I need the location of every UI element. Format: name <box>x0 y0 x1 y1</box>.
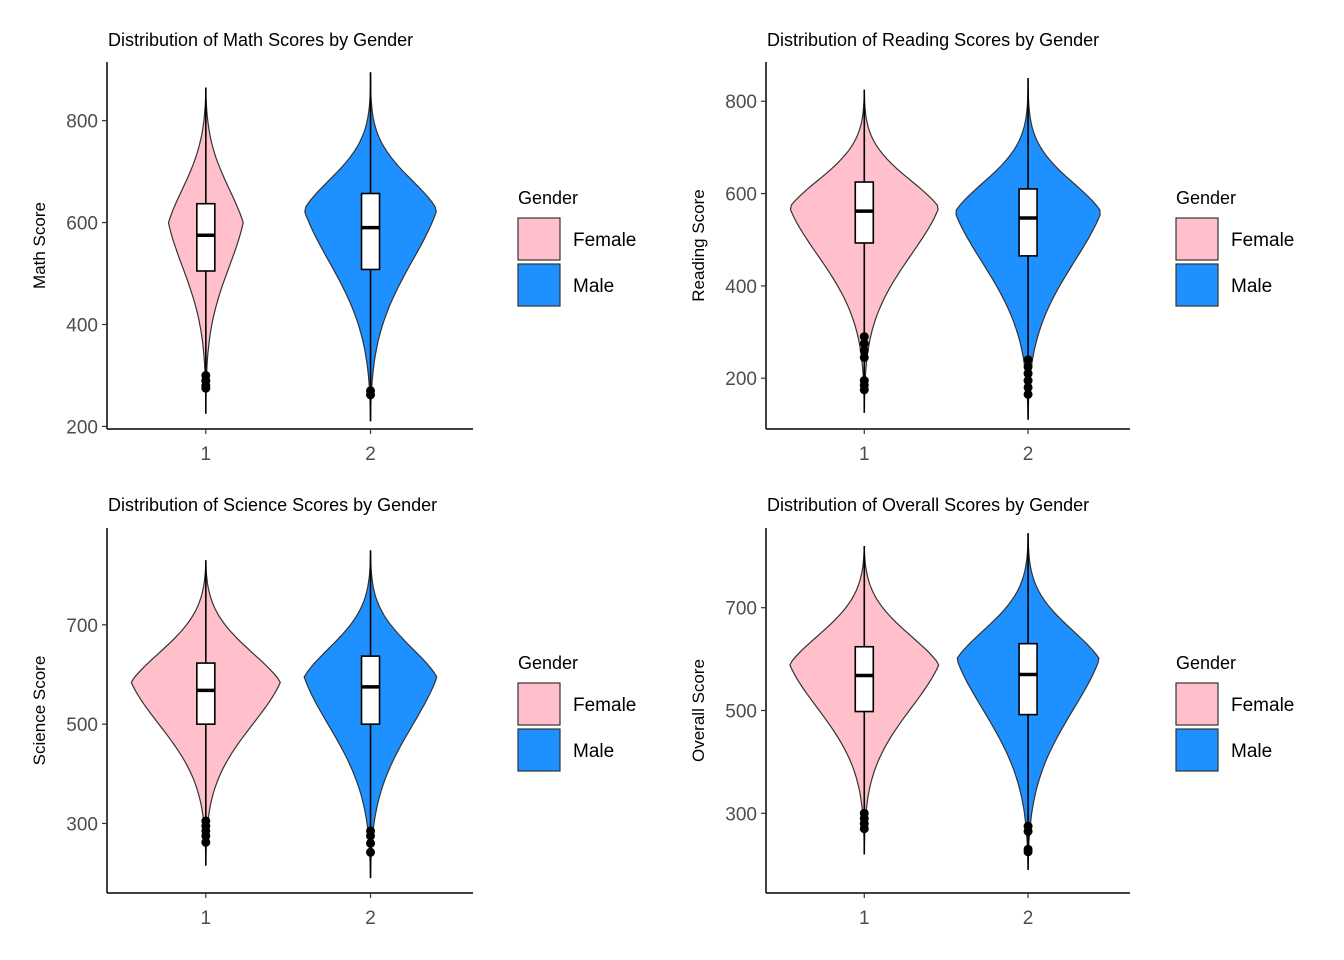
outlier-point <box>1023 362 1033 372</box>
y-tick-label: 600 <box>66 214 98 235</box>
legend-label-female: Female <box>1231 230 1294 251</box>
y-tick-label: 800 <box>66 112 98 133</box>
box-female <box>196 202 216 272</box>
outlier-point <box>366 831 376 841</box>
legend-title: Gender <box>1176 188 1236 208</box>
y-axis-title: Science Score <box>30 656 49 766</box>
outlier-point <box>859 346 869 356</box>
legend-label-female: Female <box>573 695 636 716</box>
chart-panel-4: Distribution of Overall Scores by Gender… <box>689 495 1294 929</box>
outlier-point <box>859 824 869 834</box>
outlier-point <box>859 352 869 362</box>
legend-swatch-female <box>1175 682 1219 726</box>
y-tick-label: 500 <box>725 702 757 723</box>
y-tick-label: 700 <box>725 599 757 620</box>
outlier-point <box>1023 369 1033 379</box>
legend-swatch-male <box>1175 263 1219 307</box>
legend-label-male: Male <box>1231 741 1272 762</box>
chart-panel-2: Distribution of Reading Scores by Gender… <box>689 30 1294 465</box>
chart-title: Distribution of Math Scores by Gender <box>108 30 413 50</box>
legend: Gender Female Male <box>517 653 636 772</box>
y-axis-title: Reading Score <box>689 189 708 301</box>
legend-swatch-male <box>517 728 561 772</box>
y-tick-label: 300 <box>725 804 757 825</box>
outlier-point <box>1023 355 1033 365</box>
outlier-point <box>366 838 376 848</box>
outlier-point <box>1023 376 1033 386</box>
outlier-point <box>201 831 211 841</box>
y-axis-title: Overall Score <box>689 659 708 762</box>
outlier-point <box>1023 847 1033 857</box>
legend-label-male: Male <box>1231 276 1272 297</box>
legend-title: Gender <box>1176 653 1236 673</box>
outlier-point <box>1023 382 1033 392</box>
x-tick-label: 2 <box>1023 908 1034 929</box>
x-tick-label: 1 <box>859 908 870 929</box>
outlier-point <box>1023 826 1033 836</box>
y-axis-title: Math Score <box>30 202 49 289</box>
chart-title: Distribution of Reading Scores by Gender <box>767 30 1099 50</box>
chart-title: Distribution of Science Scores by Gender <box>108 495 437 515</box>
box-male <box>1018 642 1038 716</box>
box-female <box>854 645 875 713</box>
y-tick-label: 200 <box>725 369 757 390</box>
legend-swatch-female <box>517 682 561 726</box>
outlier-point <box>201 837 211 847</box>
box-female <box>196 662 216 725</box>
y-tick-label: 300 <box>66 814 98 835</box>
legend-label-female: Female <box>573 230 636 251</box>
legend: Gender Female Male <box>517 188 636 307</box>
y-tick-label: 400 <box>725 277 757 298</box>
y-tick-label: 400 <box>66 316 98 337</box>
x-tick-label: 2 <box>365 444 376 465</box>
legend-title: Gender <box>518 188 578 208</box>
legend-label-male: Male <box>573 741 614 762</box>
x-tick-label: 1 <box>859 444 870 465</box>
legend-label-male: Male <box>573 276 614 297</box>
outlier-point <box>201 383 211 393</box>
box-male <box>1018 188 1038 257</box>
y-tick-label: 800 <box>725 92 757 113</box>
outlier-point <box>859 339 869 349</box>
y-tick-label: 200 <box>66 417 98 438</box>
x-tick-label: 2 <box>365 908 376 929</box>
box-male <box>360 655 381 725</box>
outlier-point <box>366 390 376 400</box>
x-tick-label: 1 <box>201 908 212 929</box>
outlier-point <box>859 385 869 395</box>
x-tick-label: 1 <box>201 444 212 465</box>
legend-swatch-male <box>517 263 561 307</box>
chart-title: Distribution of Overall Scores by Gender <box>767 495 1089 515</box>
y-tick-label: 600 <box>725 185 757 206</box>
legend-swatch-female <box>1175 217 1219 261</box>
outlier-point <box>366 847 376 857</box>
legend: Gender Female Male <box>1175 188 1294 307</box>
legend-label-female: Female <box>1231 695 1294 716</box>
x-tick-label: 2 <box>1023 444 1034 465</box>
y-tick-label: 500 <box>66 715 98 736</box>
legend-swatch-female <box>517 217 561 261</box>
legend-title: Gender <box>518 653 578 673</box>
outlier-point <box>1023 389 1033 399</box>
chart-panel-1: Distribution of Math Scores by Gender Mat… <box>30 30 636 465</box>
chart-panel-3: Distribution of Science Scores by Gender… <box>30 495 636 929</box>
outlier-point <box>859 332 869 342</box>
legend: Gender Female Male <box>1175 653 1294 772</box>
box-male <box>360 192 381 271</box>
y-tick-label: 700 <box>66 616 98 637</box>
legend-swatch-male <box>1175 728 1219 772</box>
